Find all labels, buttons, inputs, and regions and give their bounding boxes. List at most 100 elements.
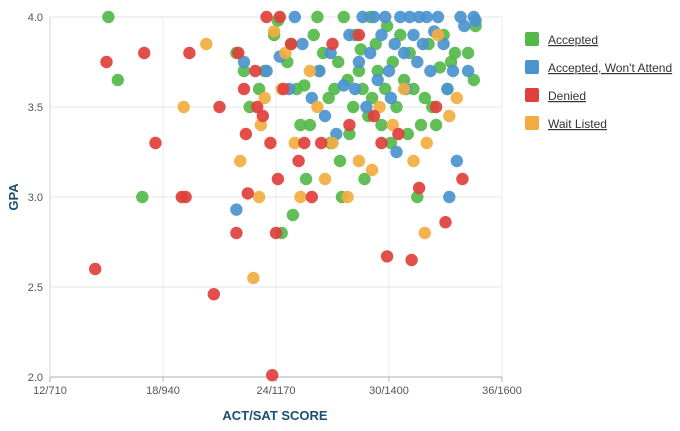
data-point-accepted bbox=[298, 79, 311, 92]
data-point-accepted bbox=[467, 73, 480, 87]
data-point-denied bbox=[439, 216, 452, 229]
legend-label[interactable]: Accepted bbox=[548, 33, 598, 47]
data-point-accepted-won-t-attend bbox=[407, 28, 420, 42]
data-point-wait-listed bbox=[386, 118, 399, 132]
data-point-wait-listed bbox=[177, 100, 190, 114]
data-point-accepted-won-t-attend bbox=[443, 190, 456, 204]
data-point-accepted-won-t-attend bbox=[461, 64, 475, 78]
data-point-denied bbox=[292, 154, 305, 168]
data-point-accepted-won-t-attend bbox=[379, 10, 392, 24]
data-point-accepted-won-t-attend bbox=[388, 37, 401, 51]
data-point-accepted bbox=[347, 100, 360, 114]
data-point-denied bbox=[405, 253, 418, 267]
data-point-denied bbox=[249, 64, 262, 78]
data-point-denied bbox=[456, 172, 469, 186]
data-point-accepted bbox=[333, 154, 347, 168]
data-point-accepted-won-t-attend bbox=[382, 64, 396, 78]
data-point-accepted bbox=[401, 127, 414, 141]
data-point-denied bbox=[380, 250, 394, 263]
data-point-accepted-won-t-attend bbox=[348, 82, 362, 96]
y-tick-label: 4.0 bbox=[28, 12, 43, 24]
x-tick-label: 18/940 bbox=[146, 385, 180, 397]
data-point-wait-listed bbox=[234, 154, 247, 168]
data-point-denied bbox=[256, 109, 269, 123]
data-point-denied bbox=[269, 226, 283, 240]
data-point-accepted-won-t-attend bbox=[394, 10, 407, 24]
data-point-accepted bbox=[394, 28, 407, 42]
data-point-accepted-won-t-attend bbox=[424, 64, 437, 78]
data-point-accepted-won-t-attend bbox=[356, 10, 369, 24]
legend: Accepted Accepted, Won't Attend Denied Wait… bbox=[525, 32, 672, 131]
data-point-denied bbox=[326, 37, 339, 51]
data-point-denied bbox=[260, 10, 273, 24]
data-point-denied bbox=[237, 82, 251, 96]
legend-label[interactable]: Denied bbox=[548, 89, 586, 103]
data-point-accepted bbox=[322, 91, 335, 105]
legend-swatch bbox=[525, 116, 539, 130]
data-point-accepted-won-t-attend bbox=[352, 55, 366, 69]
data-point-denied bbox=[264, 136, 277, 150]
data-point-accepted bbox=[369, 37, 382, 51]
data-point-accepted bbox=[433, 61, 447, 74]
data-point-accepted bbox=[414, 118, 428, 132]
data-point-accepted-won-t-attend bbox=[288, 10, 301, 24]
data-point-denied bbox=[239, 127, 253, 141]
data-point-accepted-won-t-attend bbox=[416, 37, 430, 51]
data-point-accepted-won-t-attend bbox=[411, 55, 424, 69]
data-point-accepted bbox=[461, 46, 475, 60]
data-point-wait-listed bbox=[303, 64, 317, 78]
data-point-accepted-won-t-attend bbox=[403, 10, 416, 24]
data-point-wait-listed bbox=[418, 226, 431, 240]
data-point-wait-listed bbox=[294, 190, 307, 204]
legend-label[interactable]: Wait Listed bbox=[548, 117, 607, 131]
data-point-wait-listed bbox=[252, 190, 266, 204]
data-point-accepted bbox=[311, 10, 324, 24]
data-point-accepted bbox=[371, 64, 384, 78]
data-point-accepted bbox=[102, 10, 115, 24]
data-point-accepted bbox=[354, 43, 367, 56]
data-point-accepted-won-t-attend bbox=[237, 55, 251, 69]
data-point-wait-listed bbox=[247, 271, 260, 285]
data-point-denied bbox=[273, 10, 286, 24]
data-point-denied bbox=[315, 136, 328, 150]
data-point-accepted-won-t-attend bbox=[305, 91, 318, 105]
data-point-accepted-won-t-attend bbox=[364, 46, 377, 60]
data-point-accepted bbox=[299, 172, 313, 186]
data-point-denied bbox=[277, 82, 290, 96]
data-point-accepted bbox=[384, 136, 398, 150]
data-point-accepted-won-t-attend bbox=[469, 14, 482, 27]
y-tick-label: 2.0 bbox=[28, 372, 43, 384]
data-point-denied bbox=[429, 100, 443, 114]
data-point-accepted-won-t-attend bbox=[360, 100, 373, 114]
data-point-denied bbox=[138, 46, 151, 60]
y-tick-label: 2.5 bbox=[28, 282, 43, 294]
data-points bbox=[89, 10, 482, 382]
data-point-accepted-won-t-attend bbox=[446, 64, 460, 78]
data-point-accepted bbox=[111, 73, 125, 87]
legend-label[interactable]: Accepted, Won't Attend bbox=[548, 61, 672, 75]
data-point-accepted-won-t-attend bbox=[450, 154, 463, 168]
data-point-denied bbox=[179, 190, 192, 204]
data-point-denied bbox=[149, 136, 162, 150]
data-point-accepted-won-t-attend bbox=[431, 10, 445, 24]
data-point-wait-listed bbox=[352, 154, 366, 168]
legend-swatch bbox=[525, 32, 539, 46]
data-point-denied bbox=[375, 136, 388, 150]
x-tick-label: 24/1170 bbox=[257, 385, 296, 397]
data-point-wait-listed bbox=[318, 172, 332, 186]
data-point-accepted-won-t-attend bbox=[371, 73, 384, 87]
data-point-wait-listed bbox=[341, 190, 354, 204]
data-point-wait-listed bbox=[200, 37, 213, 51]
data-point-accepted-won-t-attend bbox=[318, 109, 332, 123]
data-point-denied bbox=[207, 288, 220, 301]
data-point-accepted-won-t-attend bbox=[260, 64, 273, 78]
data-point-accepted bbox=[332, 55, 345, 69]
data-point-denied bbox=[367, 109, 381, 123]
legend-swatch bbox=[525, 88, 539, 102]
x-tick-label: 36/1600 bbox=[482, 385, 522, 397]
data-point-accepted bbox=[379, 82, 392, 96]
data-point-denied bbox=[271, 172, 285, 186]
data-point-denied bbox=[412, 181, 426, 195]
data-point-wait-listed bbox=[420, 136, 433, 150]
